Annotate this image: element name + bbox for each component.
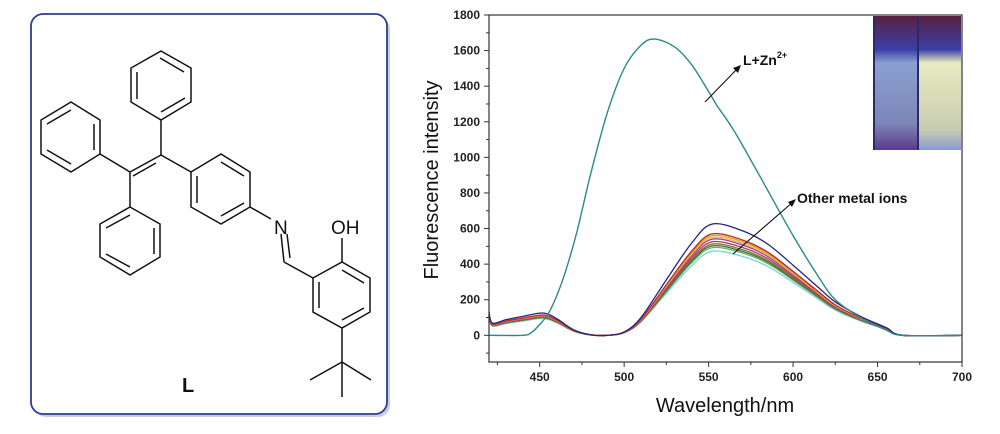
- nitrogen-atom-label: N: [274, 218, 288, 239]
- y-tick-label: 1200: [453, 115, 480, 129]
- phenyl-ring-bottom: [99, 206, 161, 276]
- annotation-zn-charge: 2+: [777, 50, 787, 60]
- y-tick-label: 200: [460, 293, 480, 307]
- svg-text:L+Zn2+: L+Zn2+: [743, 50, 787, 68]
- annotation-other-label: Other metal ions: [797, 190, 908, 206]
- compound-label: L: [182, 375, 194, 397]
- x-tick-label: 600: [783, 370, 803, 384]
- series-layer: [488, 38, 963, 337]
- vial-ligand-only: [875, 16, 917, 150]
- vial-ligand-zinc: [919, 16, 961, 150]
- y-tick-label: 0: [473, 328, 480, 342]
- x-axis-title: Wavelength/nm: [656, 395, 794, 417]
- axes: 0 200 400 600 800 1000 1200 1400 1600 1800 450 500 5…: [453, 8, 972, 384]
- plot-frame: [488, 14, 963, 363]
- molecule-skeleton: [40, 50, 372, 397]
- y-tick-label: 1600: [453, 44, 480, 58]
- zn-series-line: [488, 38, 963, 337]
- y-tick-label: 1800: [453, 8, 480, 22]
- x-tick-label: 500: [614, 370, 634, 384]
- other-ion-series-line: [488, 223, 963, 337]
- phenyl-ring-left: [40, 101, 101, 173]
- other-ion-series-line: [488, 232, 963, 337]
- alkene-bond: [129, 154, 162, 173]
- arrowhead-icon: [788, 199, 796, 207]
- annotation-zn: L+Zn2+: [704, 50, 787, 103]
- annotation-zn-label: L+Zn: [743, 52, 777, 68]
- annotation-other-ions: Other metal ions: [732, 190, 908, 255]
- annotation-arrow-other: [732, 201, 794, 255]
- y-tick-label: 1000: [453, 150, 480, 164]
- vials-photo-inset: [873, 16, 961, 150]
- x-tick-label: 450: [530, 370, 550, 384]
- y-tick-label: 600: [460, 222, 480, 236]
- panel-frame: [30, 13, 388, 415]
- other-ion-series-line: [488, 250, 963, 337]
- arrowhead-icon: [733, 65, 741, 73]
- x-tick-label: 700: [952, 370, 972, 384]
- x-tick-label: 550: [699, 370, 719, 384]
- hydroxyl-label: OH: [331, 218, 360, 239]
- y-tick-label: 400: [460, 257, 480, 271]
- y-axis-title: Fluorescence intensity: [421, 81, 443, 280]
- annotation-arrow-zn: [704, 67, 739, 103]
- x-tick-label: 650: [868, 370, 888, 384]
- y-tick-label: 1400: [453, 79, 480, 93]
- chemical-structure-panel: N OH L: [30, 13, 390, 417]
- y-tick-label: 800: [460, 186, 480, 200]
